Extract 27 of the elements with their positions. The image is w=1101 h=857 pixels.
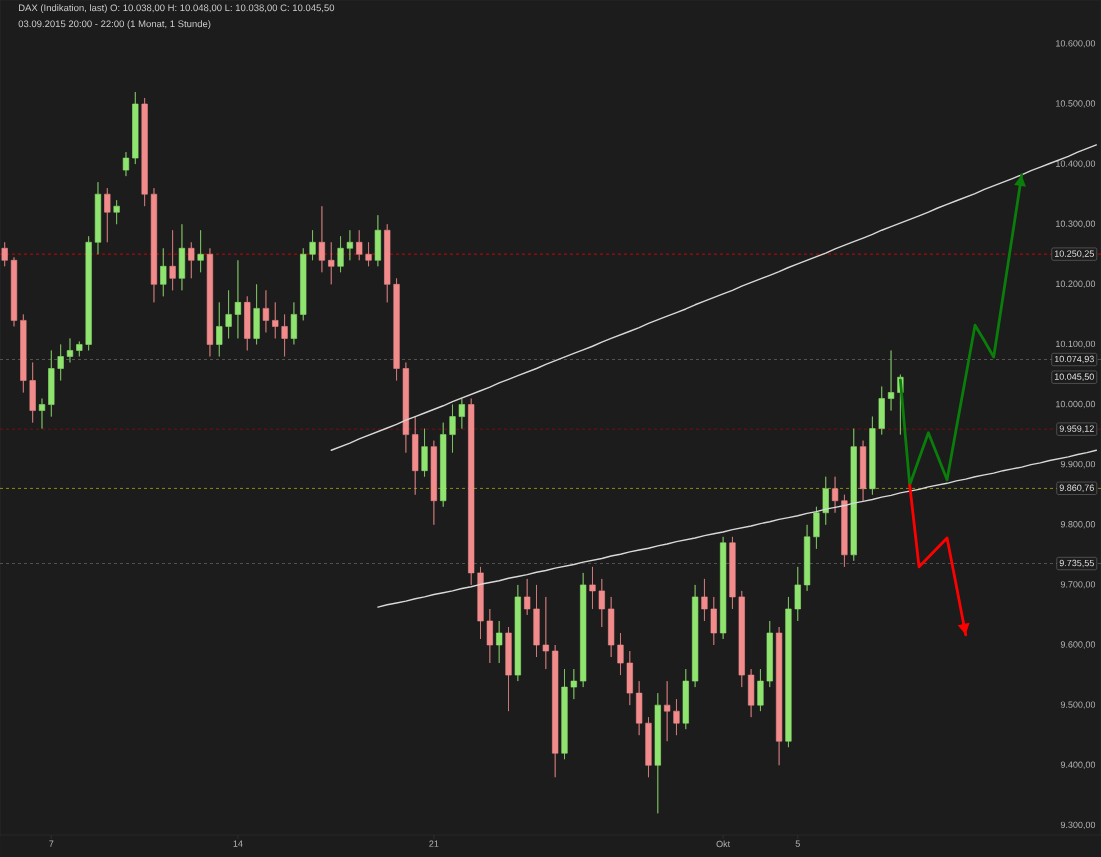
y-tick-label: 10.300,00 — [1056, 220, 1096, 228]
text: 03.09.2015 20:00 - 22:00 (1 Monat, 1 Stunde) — [18, 20, 211, 30]
y-tick-label: 10.000,00 — [1056, 400, 1096, 409]
y-tick-label: 9.500,00 — [1060, 701, 1096, 709]
ref-line-label: 9.860,76 — [1059, 484, 1094, 492]
y-tick-label: 10.200,00 — [1056, 280, 1096, 289]
y-tick-label: 10.100,00 — [1056, 340, 1096, 349]
ref-line-label: 10.074,93 — [1054, 355, 1094, 364]
ref-line-label: 10.250,25 — [1054, 250, 1094, 258]
x-tick-label: 7 — [49, 840, 54, 847]
x-tick-label: 5 — [795, 840, 800, 847]
y-tick-label: 9.300,00 — [1060, 821, 1096, 830]
x-tick-label: 21 — [429, 840, 439, 847]
ref-line-label: 9.735,55 — [1059, 559, 1094, 568]
y-tick-label: 9.700,00 — [1060, 581, 1096, 589]
annotation: 10.045,50 — [1054, 373, 1094, 381]
y-tick-label: 10.500,00 — [1056, 100, 1096, 108]
ref-line-label: 9.959,12 — [1059, 425, 1094, 433]
y-tick-label: 9.900,00 — [1060, 460, 1096, 469]
y-tick-label: 9.600,00 — [1060, 641, 1096, 649]
chart-title: DAX (Indikation, last) O: 10.038,00 H: 10.048,00 L: 10.038,00 C: 10.045,50 — [18, 4, 335, 14]
x-tick-label: 14 — [233, 840, 243, 847]
y-tick-label: 10.600,00 — [1056, 40, 1096, 48]
x-tick-label: Okt — [716, 840, 731, 848]
y-tick-label: 9.800,00 — [1060, 521, 1096, 529]
y-tick-label: 9.400,00 — [1060, 761, 1096, 769]
y-tick-label: 10.400,00 — [1056, 160, 1096, 168]
